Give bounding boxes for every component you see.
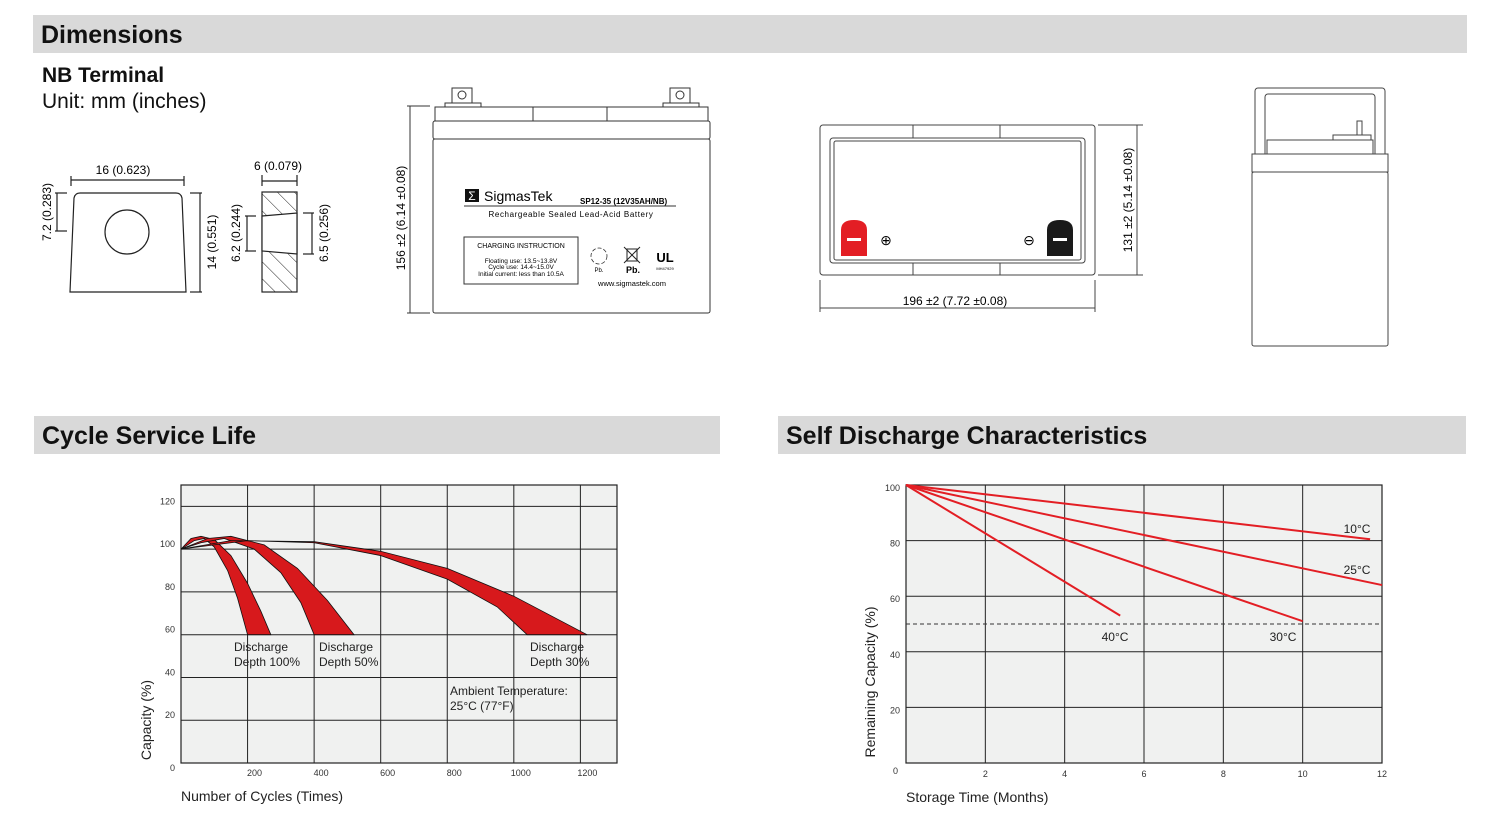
cycle-life-chart: 200 400 600 800 1000 1200 0 20 40 60 80 100 120 Disch… <box>138 484 618 804</box>
dimensions-header: Dimensions <box>33 15 1467 53</box>
recycle-icon <box>590 247 608 265</box>
y-axis-label: Remaining Capacity (%) <box>862 607 878 758</box>
y-tick-label: 80 <box>890 539 900 549</box>
charging-line: Floating use: 13.5~13.8V <box>485 258 558 265</box>
negative-symbol: ⊖ <box>1023 232 1035 248</box>
series-line <box>905 484 1383 587</box>
cycle-life-header: Cycle Service Life <box>34 416 720 454</box>
y-tick-label: 20 <box>165 710 175 720</box>
y-tick-label: 40 <box>890 650 900 660</box>
sigma-logo: Σ <box>465 189 479 203</box>
battery-subtitle: Rechargeable Sealed Lead-Acid Battery <box>489 210 654 219</box>
y-tick-label: 60 <box>165 625 175 635</box>
battery-depth-label: 131 ±2 (5.14 ±0.08) <box>1121 148 1135 253</box>
series-label: Depth 30% <box>530 655 590 669</box>
x-tick-label: 12 <box>1377 769 1387 779</box>
y-tick-label: 100 <box>885 483 900 493</box>
terminal-height-label: 14 (0.551) <box>205 215 219 270</box>
series-label: Depth 100% <box>234 655 300 669</box>
charging-title: CHARGING INSTRUCTION <box>477 243 565 250</box>
series-label: Depth 50% <box>319 655 379 669</box>
x-tick-label: 600 <box>380 768 395 778</box>
series-label: Discharge <box>234 640 288 654</box>
series-line <box>905 484 1371 541</box>
positive-symbol: ⊕ <box>880 232 892 248</box>
discharge-band <box>180 535 355 636</box>
series-label: 30°C <box>1270 630 1297 644</box>
ul-number: MH47929 <box>656 266 674 271</box>
series-line <box>905 484 1121 617</box>
pb-label: Pb. <box>626 265 640 275</box>
y-tick-label: 60 <box>890 594 900 604</box>
terminal-side-drawing <box>245 175 314 293</box>
y-tick-label: 0 <box>893 766 898 776</box>
y-tick-label: 80 <box>165 582 175 592</box>
battery-front-drawing <box>407 87 711 314</box>
svg-text:Σ: Σ <box>468 189 475 203</box>
negative-terminal <box>1047 220 1073 256</box>
series-label: Discharge <box>530 640 584 654</box>
terminal-hole-offset-label: 7.2 (0.283) <box>40 183 54 241</box>
pb-label: Pb. <box>594 268 603 274</box>
website: www.sigmastek.com <box>597 279 666 288</box>
x-tick-label: 4 <box>1062 769 1067 779</box>
x-axis-label: Storage Time (Months) <box>906 789 1048 805</box>
y-tick-label: 100 <box>160 539 175 549</box>
crossed-bin-icon <box>623 246 641 264</box>
x-tick-label: 10 <box>1298 769 1308 779</box>
terminal-title: NB Terminal <box>42 64 165 87</box>
ul-icon: UL <box>656 250 673 265</box>
terminal-front-drawing <box>55 176 202 293</box>
series-label: 40°C <box>1102 630 1129 644</box>
y-tick-label: 120 <box>160 496 175 506</box>
slot-right-label: 6.5 (0.256) <box>317 204 331 262</box>
self-discharge-chart: 2 4 6 8 10 12 0 20 40 60 80 100 10°C 25°C 30°C 40°C Stor… <box>862 483 1387 805</box>
charging-line: Cycle use: 14.4~15.0V <box>488 264 554 271</box>
x-tick-label: 6 <box>1141 769 1146 779</box>
y-axis-label: Capacity (%) <box>138 680 154 760</box>
battery-side-drawing <box>1251 87 1389 347</box>
x-tick-label: 800 <box>447 768 462 778</box>
discharge-band <box>180 540 588 636</box>
x-tick-label: 200 <box>247 768 262 778</box>
x-tick-label: 400 <box>314 768 329 778</box>
positive-terminal <box>841 220 867 256</box>
x-axis-label: Number of Cycles (Times) <box>181 788 343 804</box>
y-tick-label: 0 <box>170 763 175 773</box>
x-tick-label: 1000 <box>511 768 531 778</box>
battery-height-label: 156 ±2 (6.14 ±0.08) <box>394 166 408 271</box>
series-label: 25°C <box>1344 563 1371 577</box>
slot-left-label: 6.2 (0.244) <box>229 204 243 262</box>
battery-top-drawing <box>819 124 1143 312</box>
self-discharge-header: Self Discharge Characteristics <box>778 416 1466 454</box>
ambient-annotation: 25°C (77°F) <box>450 699 514 713</box>
series-label: 10°C <box>1344 522 1371 536</box>
brand-name: SigmasTek <box>484 188 553 204</box>
y-tick-label: 40 <box>165 667 175 677</box>
charging-line: Initial current: less than 10.5A <box>478 271 564 278</box>
ambient-annotation: Ambient Temperature: <box>450 684 568 698</box>
battery-width-label: 196 ±2 (7.72 ±0.08) <box>903 294 1008 308</box>
terminal-width-label: 16 (0.623) <box>96 163 151 177</box>
model-label: SP12-35 (12V35AH/NB) <box>580 197 667 206</box>
series-line <box>905 484 1303 623</box>
series-label: Discharge <box>319 640 373 654</box>
x-tick-label: 2 <box>983 769 988 779</box>
x-tick-label: 1200 <box>577 768 597 778</box>
x-tick-label: 8 <box>1221 769 1226 779</box>
terminal-thickness-label: 6 (0.079) <box>254 159 302 173</box>
unit-label: Unit: mm (inches) <box>42 90 207 113</box>
y-tick-label: 20 <box>890 705 900 715</box>
